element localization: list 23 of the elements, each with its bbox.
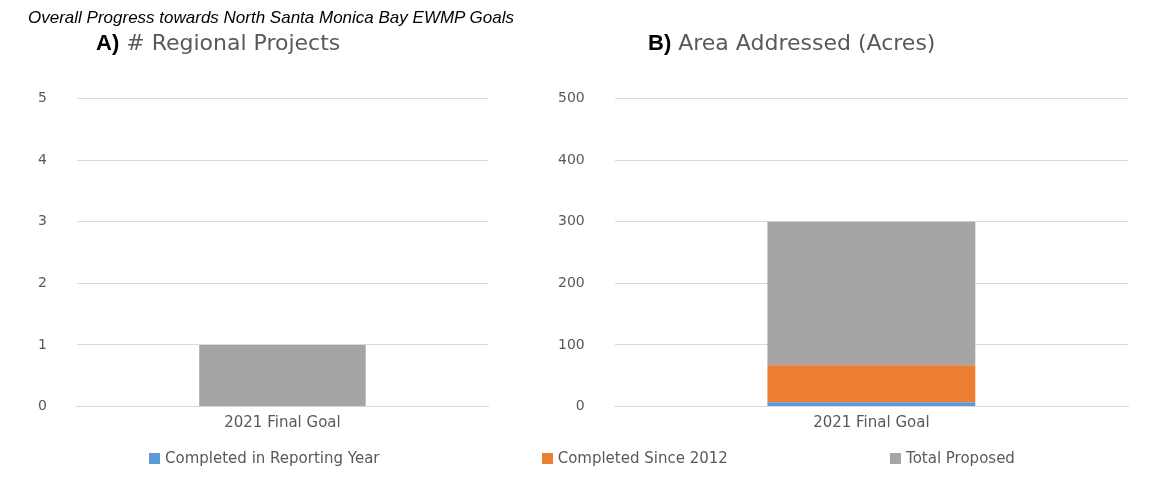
y-tick-label: 0 [575,397,585,414]
y-tick-label: 3 [37,212,47,229]
y-tick-label: 1 [37,335,47,352]
y-tick-label: 200 [557,273,585,290]
bar [767,221,976,366]
y-tick-label: 5 [37,89,47,106]
legend-label: Total Proposed [906,449,1015,467]
legend-label: Completed Since 2012 [557,449,728,467]
chart-title: A) # Regional Projects [96,30,341,55]
legend-label: Completed in Reporting Year [165,449,380,467]
bar [767,402,976,407]
bar [767,365,976,403]
y-tick-label: 300 [557,212,585,229]
y-tick-label: 2 [37,273,47,290]
y-tick-label: 0 [37,397,47,414]
y-tick-label: 400 [557,150,585,167]
text: Overall Progress towards North Santa Monica Bay EWMP Goals [27,8,515,29]
y-tick-label: 500 [557,89,585,106]
x-tick-label: 2021 Final Goal [224,413,341,432]
y-tick-label: 4 [37,150,47,167]
x-tick-label: 2021 Final Goal [813,413,930,432]
chart-title: B) Area Addressed (Acres) [648,30,936,55]
y-tick-label: 100 [557,335,585,352]
